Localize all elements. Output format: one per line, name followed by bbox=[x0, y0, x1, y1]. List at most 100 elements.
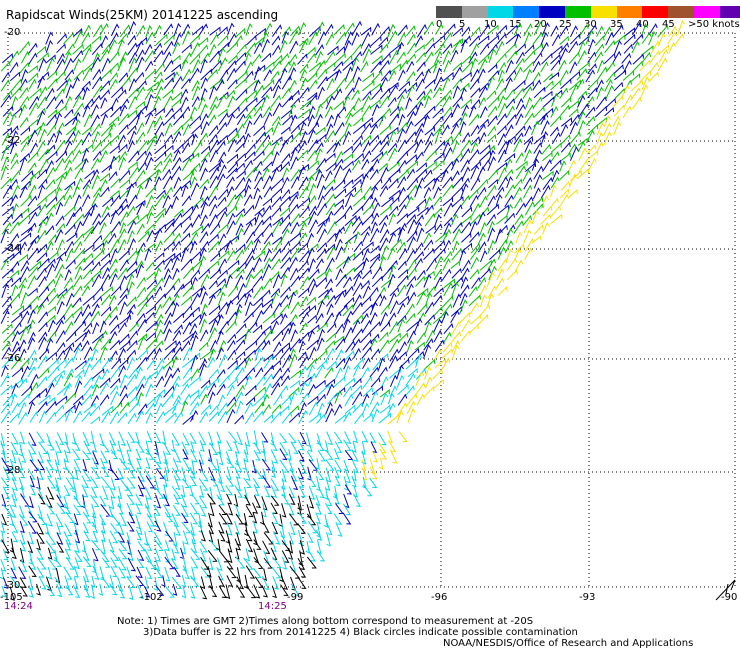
wind-barb bbox=[28, 331, 36, 344]
wind-barb bbox=[173, 208, 184, 218]
wind-barb bbox=[126, 576, 136, 588]
wind-barb bbox=[596, 86, 604, 100]
wind-barb bbox=[253, 176, 264, 190]
wind-barb bbox=[306, 339, 319, 351]
wind-barb bbox=[423, 248, 435, 260]
wind-barb bbox=[271, 163, 283, 173]
wind-barb bbox=[108, 39, 117, 54]
wind-barb bbox=[28, 381, 39, 397]
wind-barb bbox=[253, 250, 266, 261]
wind-barb bbox=[416, 332, 426, 344]
wind-barb bbox=[325, 332, 336, 343]
wind-barb bbox=[126, 373, 137, 387]
wind-barb bbox=[452, 339, 461, 352]
wind-barb bbox=[378, 150, 388, 161]
wind-barb bbox=[433, 240, 446, 252]
wind-barb bbox=[27, 162, 37, 173]
wind-barb bbox=[405, 373, 416, 387]
wind-barb bbox=[299, 86, 310, 99]
wind-barb bbox=[318, 98, 329, 108]
wind-barb bbox=[613, 104, 625, 117]
wind-barb bbox=[2, 504, 13, 516]
wind-barb bbox=[198, 268, 210, 280]
wind-barb bbox=[362, 257, 370, 271]
wind-barb bbox=[91, 521, 99, 533]
wind-barb bbox=[452, 152, 463, 164]
wind-barb bbox=[325, 162, 337, 172]
wind-barb bbox=[120, 513, 128, 527]
wind-barb bbox=[45, 144, 56, 155]
wind-barb bbox=[307, 128, 316, 144]
wind-barb bbox=[200, 103, 208, 116]
wind-barb bbox=[144, 69, 157, 81]
wind-barb bbox=[280, 256, 292, 270]
wind-barb bbox=[442, 95, 452, 108]
wind-barb bbox=[2, 184, 13, 199]
wind-barb bbox=[235, 243, 246, 254]
wind-barb bbox=[218, 69, 229, 83]
wind-barb bbox=[477, 35, 490, 45]
wind-barb bbox=[101, 113, 109, 126]
wind-barb bbox=[416, 198, 427, 209]
wind-barb bbox=[56, 349, 66, 362]
wind-barb bbox=[272, 274, 282, 289]
wind-barb bbox=[532, 43, 544, 54]
wind-barb bbox=[326, 114, 335, 127]
wind-barb bbox=[146, 521, 154, 533]
wind-barb bbox=[145, 286, 156, 299]
wind-barb bbox=[307, 314, 317, 324]
wind-barb bbox=[199, 185, 208, 200]
wind-barb bbox=[73, 274, 83, 288]
wind-barb bbox=[182, 153, 194, 163]
wind-barb bbox=[171, 222, 183, 234]
wind-barb bbox=[164, 257, 174, 270]
wind-barb bbox=[361, 431, 369, 443]
wind-barb bbox=[45, 351, 57, 362]
wind-barb bbox=[442, 341, 453, 353]
wind-barb bbox=[343, 39, 352, 54]
wind-barb bbox=[441, 357, 451, 370]
wind-barb bbox=[480, 268, 491, 280]
wind-barb bbox=[307, 372, 317, 387]
wind-barb bbox=[101, 368, 110, 380]
wind-barb bbox=[324, 105, 333, 118]
wind-barb bbox=[155, 388, 166, 398]
wind-barb bbox=[182, 133, 195, 146]
wind-barb bbox=[144, 486, 153, 500]
wind-barb bbox=[344, 31, 354, 46]
wind-barb bbox=[281, 503, 287, 518]
wind-barb bbox=[207, 522, 215, 535]
wind-barb bbox=[236, 134, 246, 145]
wind-barb bbox=[82, 104, 91, 118]
wind-barb bbox=[658, 44, 670, 55]
wind-barb bbox=[468, 51, 478, 64]
wind-barb bbox=[407, 259, 417, 271]
wind-barb bbox=[369, 338, 378, 350]
wind-barb bbox=[101, 239, 109, 252]
wind-barb bbox=[308, 258, 316, 272]
wind-barb bbox=[108, 121, 117, 135]
wind-barb bbox=[153, 504, 161, 517]
wind-barb bbox=[180, 232, 191, 243]
wind-barb bbox=[227, 161, 239, 173]
wind-barb bbox=[333, 60, 344, 72]
wind-barb bbox=[351, 338, 361, 351]
wind-barb bbox=[56, 412, 67, 423]
wind-barb bbox=[91, 466, 101, 479]
wind-barb bbox=[28, 511, 38, 523]
wind-barb bbox=[63, 372, 74, 387]
wind-barb bbox=[47, 132, 57, 146]
wind-barb bbox=[595, 43, 605, 54]
wind-barb bbox=[127, 140, 135, 153]
wind-barb bbox=[324, 62, 336, 72]
wind-barb bbox=[81, 303, 91, 317]
wind-barb bbox=[641, 75, 650, 91]
wind-barb bbox=[83, 113, 93, 128]
wind-barb bbox=[324, 170, 333, 182]
wind-barb bbox=[243, 441, 249, 456]
wind-barb bbox=[371, 140, 382, 153]
wind-barb bbox=[540, 31, 549, 46]
wind-barb bbox=[352, 134, 363, 146]
wind-barb bbox=[90, 310, 101, 323]
wind-barb bbox=[361, 80, 375, 92]
